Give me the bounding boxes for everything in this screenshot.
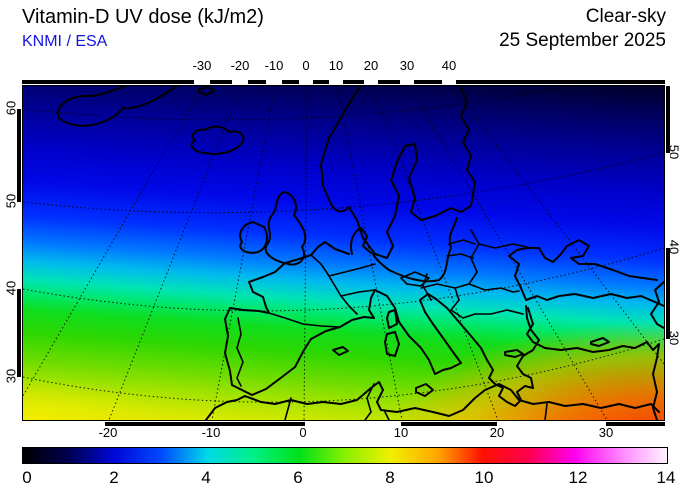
- baltic-coast: [372, 217, 458, 283]
- bottom-axis-tick: 20: [489, 425, 505, 440]
- colorbar-tick: 4: [201, 468, 211, 487]
- bottom-tick-bar: [22, 422, 665, 426]
- corsica-coast: [386, 309, 398, 329]
- britain-coast: [264, 191, 307, 266]
- graticule-layer: [23, 86, 664, 420]
- bottom-axis-tick: 30: [598, 425, 614, 440]
- top-axis-tick: -30: [192, 58, 212, 73]
- top-axis-tick: 10: [328, 58, 344, 73]
- denmark-coast: [350, 227, 372, 255]
- top-axis-tick: 40: [441, 58, 457, 73]
- sicily-coast: [415, 383, 434, 397]
- caspian-coast: [650, 281, 664, 329]
- bottom-axis-tick: 10: [393, 425, 409, 440]
- colorbar-tick: 14: [656, 468, 676, 487]
- ireland-coast: [239, 221, 268, 254]
- westeurope-iberia-coast: [224, 241, 376, 396]
- sky-condition-label: Clear-sky: [585, 6, 666, 27]
- greenland-coast: [56, 86, 179, 127]
- colorbar-tick: 12: [568, 468, 588, 487]
- colorbar-tick: 10: [474, 468, 494, 487]
- top-tick-bar: [22, 80, 665, 84]
- turkey-coast: [525, 293, 664, 307]
- top-axis-tick: 20: [363, 58, 379, 73]
- bottom-axis-tick: 0: [299, 425, 307, 440]
- top-axis-tick: 30: [399, 58, 415, 73]
- colorbar-tick: 8: [385, 468, 395, 487]
- right-tick-bar: [666, 86, 670, 420]
- colorbar-tick: 6: [293, 468, 303, 487]
- coastline-layer: [56, 86, 664, 420]
- balearics-coast: [332, 346, 349, 356]
- cyprus-coast: [590, 337, 610, 347]
- italy-coast: [374, 289, 462, 375]
- top-axis-tick: -20: [230, 58, 250, 73]
- turkey-south-coast: [526, 307, 660, 420]
- scandinavia-coast: [320, 86, 476, 259]
- bottom-axis-tick: -20: [98, 425, 118, 440]
- bottom-axis-tick: -10: [201, 425, 221, 440]
- left-tick-bar: [17, 86, 21, 420]
- date-label: 25 September 2025: [499, 30, 666, 51]
- north-africa-coast: [205, 381, 660, 420]
- map-overlay: [23, 86, 664, 420]
- iceland-coast: [190, 125, 245, 155]
- colorbar: [22, 447, 668, 464]
- map-plot: [17, 80, 670, 426]
- page-title: Vitamin-D UV dose (kJ/m2): [22, 6, 264, 28]
- top-axis-tick: 0: [302, 58, 310, 73]
- sardinia-coast: [384, 331, 400, 357]
- crete-coast: [504, 349, 524, 358]
- country-borders-layer: [236, 229, 548, 420]
- blacksea-north-coast: [508, 239, 658, 301]
- balkan-greece-coast: [435, 298, 540, 407]
- colorbar-tick: 0: [22, 468, 32, 487]
- island: [198, 86, 215, 96]
- source-credit: KNMI / ESA: [22, 33, 108, 50]
- colorbar-tick: 2: [109, 468, 119, 487]
- top-axis-tick: -10: [264, 58, 284, 73]
